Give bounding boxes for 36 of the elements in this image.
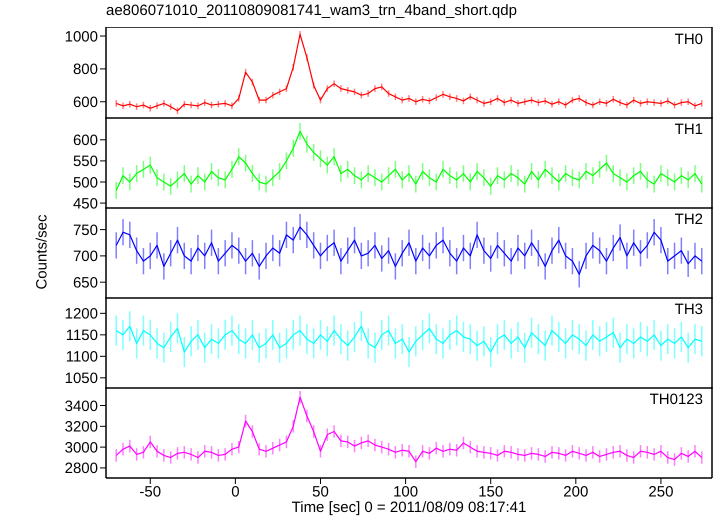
annotation: TH0123 [650,391,703,408]
y-tick-label: 550 [72,153,98,170]
line-series [116,34,702,112]
annotation: TH1 [674,121,703,138]
y-axis-title: Counts/sec [34,214,50,290]
annotation: TH0 [674,31,703,48]
x-tick-label: 200 [563,484,588,501]
y-tick-label: 1000 [64,28,98,46]
y-tick-label: 2800 [64,460,98,478]
y-tick-label: 750 [72,222,98,239]
x-tick-label: 0 [231,484,240,501]
line-series [116,226,702,275]
y-tick-label: 3400 [64,398,98,415]
x-tick-label: 50 [312,484,329,501]
x-tick-label: 100 [393,484,418,501]
y-tick-label: 3200 [64,418,98,436]
y-tick-label: 1100 [66,348,98,366]
y-tick-label: 1150 [66,327,98,344]
y-tick-label: 1050 [64,370,98,388]
y-tick-label: 450 [72,195,98,212]
y-tick-label: 700 [72,248,98,266]
x-axis-title: Time [sec] 0 = 2011/08/09 08:17:41 [290,499,528,516]
x-tick-label: 250 [648,484,674,501]
line-series [116,326,702,353]
annotation: TH2 [674,211,703,228]
y-tick-label: 650 [72,274,98,292]
y-tick-label: 600 [72,132,98,150]
y-tick-label: 3000 [64,439,98,456]
y-tick-label: 500 [72,174,98,192]
x-tick-label: -50 [139,484,162,501]
y-tick-label: 600 [72,94,98,112]
chart-title: ae806071010_20110809081741_wam3_trn_4band_short.qdp [106,2,517,19]
x-tick-label: 150 [478,484,504,501]
y-tick-label: 1200 [64,306,98,323]
y-tick-label: 800 [72,61,98,78]
annotation: TH3 [674,301,703,318]
